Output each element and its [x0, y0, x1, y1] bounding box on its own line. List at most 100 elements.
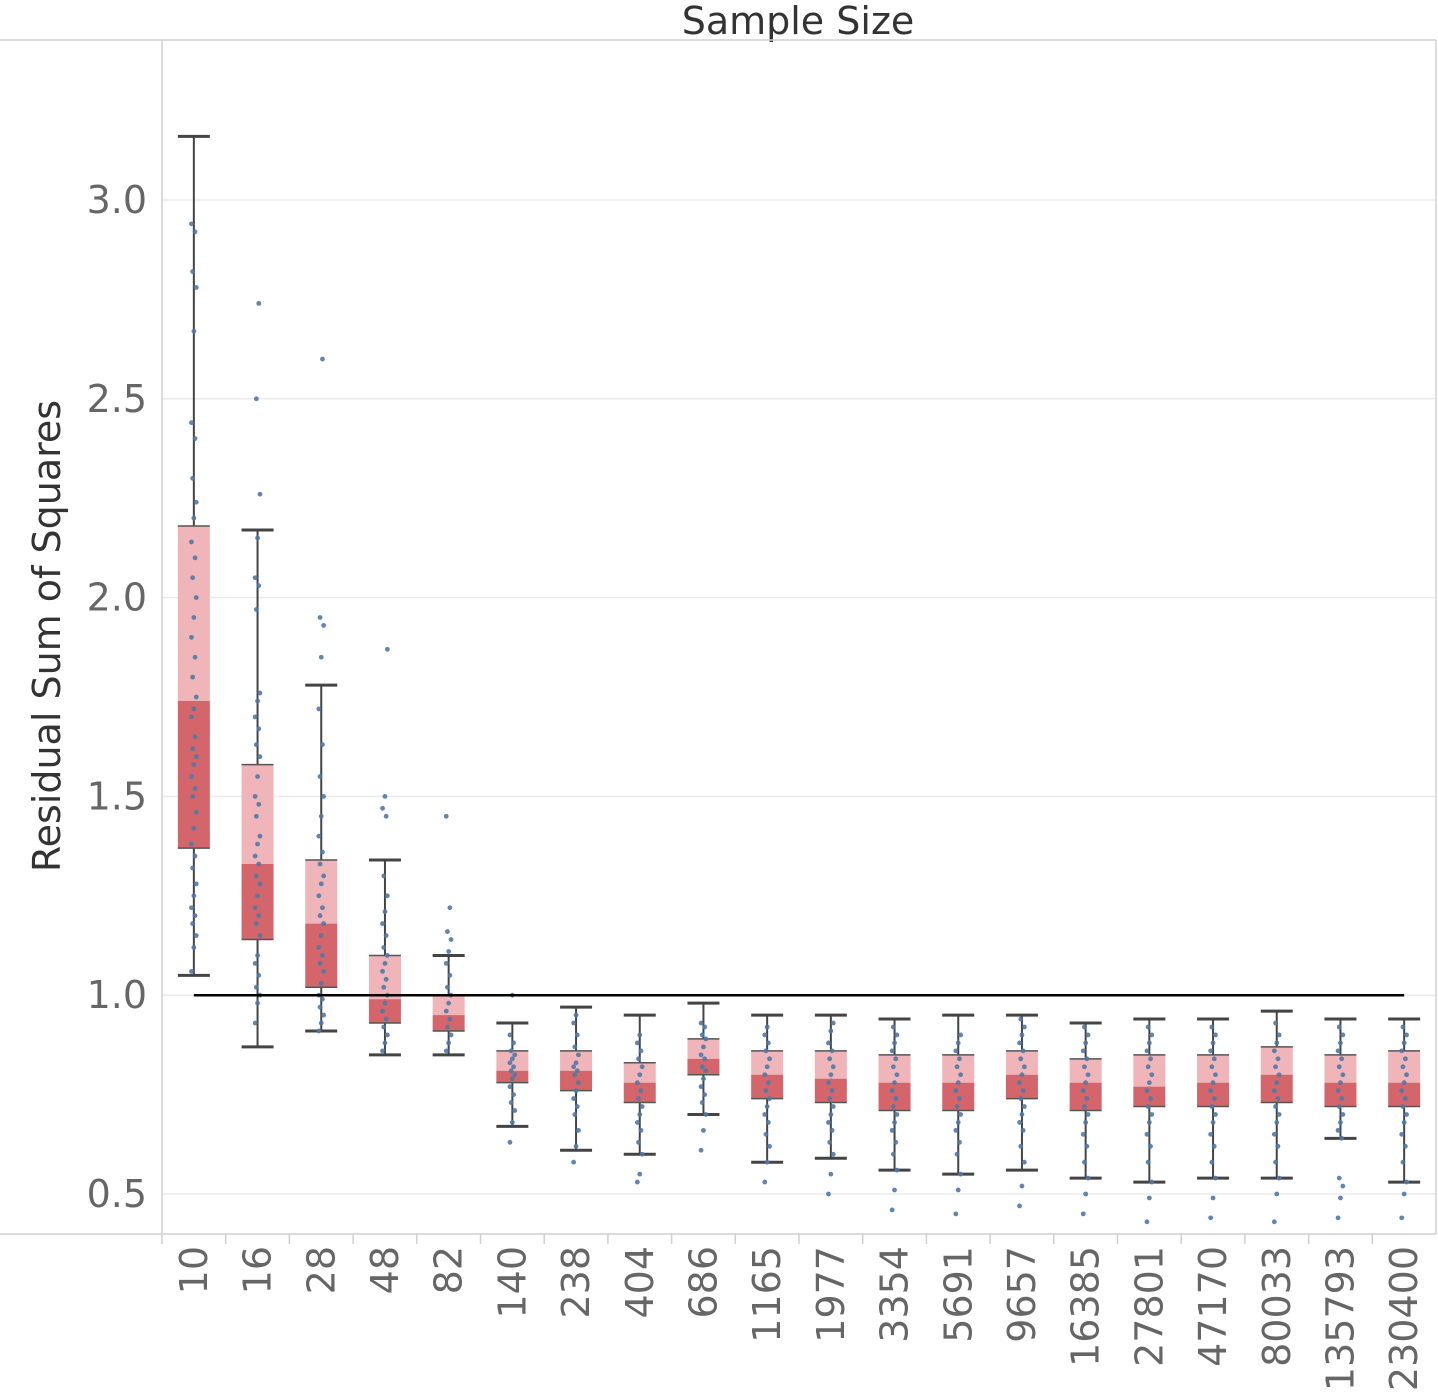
data-point [1021, 1024, 1027, 1030]
box-27801 [1133, 1017, 1166, 1225]
data-point [255, 698, 260, 704]
data-point [1273, 1104, 1278, 1109]
data-point [1211, 1056, 1217, 1062]
data-point [1148, 1056, 1153, 1062]
data-point [192, 654, 198, 660]
data-point [571, 1064, 577, 1070]
data-point [316, 833, 322, 839]
data-point [253, 921, 259, 927]
data-point [256, 972, 262, 978]
data-point [638, 1048, 644, 1054]
data-point [257, 933, 263, 938]
data-point [443, 1008, 449, 1014]
data-point [893, 1139, 899, 1145]
data-point [189, 420, 194, 426]
data-point [382, 1040, 388, 1046]
data-point [889, 1207, 895, 1213]
data-point [955, 1080, 961, 1086]
data-point [1145, 1064, 1151, 1070]
x-tick-label: 16 [236, 1246, 280, 1294]
data-point [639, 1064, 645, 1070]
x-tick-label: 3354 [873, 1246, 917, 1343]
data-point [192, 734, 198, 740]
data-point [1338, 1195, 1343, 1201]
data-point [252, 905, 258, 911]
data-point [763, 1131, 769, 1137]
data-point [701, 1127, 706, 1133]
data-point [953, 1088, 959, 1094]
data-point [889, 1088, 895, 1094]
data-point [958, 1171, 964, 1177]
box-47170 [1197, 1017, 1230, 1221]
data-point [320, 742, 325, 748]
data-point [1213, 1072, 1218, 1078]
data-point [1083, 1080, 1089, 1086]
data-point [893, 1096, 899, 1101]
data-point [1276, 1032, 1282, 1038]
data-point [1400, 1024, 1406, 1030]
data-point [1083, 1120, 1089, 1125]
data-point [573, 1060, 579, 1066]
data-point [1020, 1127, 1026, 1133]
data-point [193, 285, 199, 290]
data-point [953, 1211, 959, 1217]
data-point [253, 984, 259, 990]
data-point [573, 1012, 579, 1018]
data-point [1340, 1112, 1346, 1117]
data-point [190, 794, 196, 799]
data-point [383, 1016, 389, 1022]
data-point [256, 726, 262, 732]
data-point [255, 893, 260, 899]
data-point [762, 1072, 768, 1078]
chart-title: Sample Size [682, 0, 915, 43]
data-point [192, 786, 198, 791]
data-point [830, 1104, 836, 1109]
box-lower-quartile [368, 999, 401, 1024]
data-point [1335, 1088, 1341, 1094]
data-point [1335, 1048, 1341, 1054]
data-point [892, 1187, 897, 1193]
data-point [763, 1048, 769, 1054]
data-point [1082, 1064, 1087, 1070]
data-point [317, 913, 323, 919]
data-point [380, 921, 385, 927]
data-point [511, 1092, 516, 1097]
data-point [955, 1187, 961, 1193]
data-point [1019, 1112, 1025, 1117]
data-point [1148, 1143, 1153, 1149]
data-point [957, 1139, 962, 1145]
box-135793 [1324, 1017, 1357, 1221]
data-point [191, 706, 197, 712]
data-point [317, 615, 323, 620]
data-point [511, 1040, 516, 1046]
data-point [382, 794, 388, 799]
data-point [252, 960, 258, 966]
data-point [1338, 1080, 1343, 1086]
data-point [255, 535, 260, 541]
data-point [764, 1104, 770, 1109]
box-80033 [1260, 1009, 1293, 1225]
x-tick-label: 238 [554, 1246, 598, 1319]
data-point [1080, 1088, 1086, 1094]
data-point [1210, 1080, 1216, 1086]
data-point [1145, 1159, 1151, 1165]
x-tick-label: 47170 [1191, 1246, 1235, 1367]
data-point [1340, 1072, 1346, 1078]
box-upper-quartile [751, 1050, 784, 1075]
data-point [191, 762, 197, 767]
box-3354 [878, 1017, 911, 1213]
data-point [381, 984, 387, 990]
data-point [321, 968, 327, 974]
box-lower-quartile [1005, 1074, 1038, 1099]
data-point [321, 921, 327, 927]
data-point [384, 893, 390, 899]
data-point [1084, 1056, 1090, 1062]
data-point [1404, 1179, 1409, 1185]
data-point [1017, 1203, 1022, 1209]
data-point [257, 491, 263, 497]
data-point [512, 1052, 518, 1058]
data-point [639, 1104, 645, 1109]
x-tick-label: 404 [618, 1246, 662, 1319]
data-point [1021, 1104, 1027, 1109]
